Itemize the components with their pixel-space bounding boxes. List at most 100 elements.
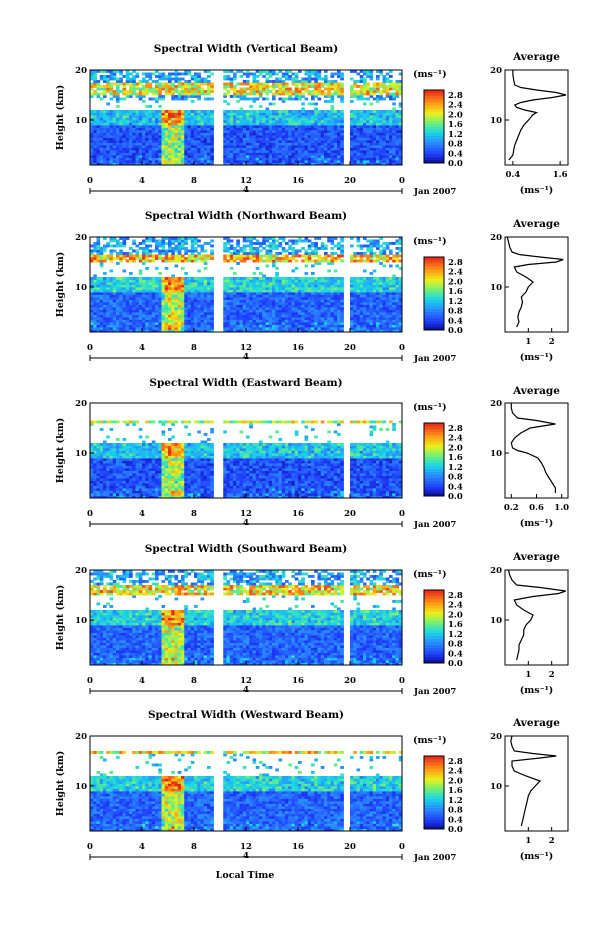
heatmap-cell (285, 289, 289, 293)
profile-y-tick-label: 10 (490, 116, 502, 126)
heatmap-cell (379, 145, 383, 148)
heatmap-cell (155, 87, 159, 91)
heatmap-cell (142, 277, 146, 280)
heatmap-cell (249, 110, 253, 113)
heatmap-cell (259, 284, 263, 288)
heatmap-cell (382, 122, 387, 126)
heatmap-cell (109, 70, 114, 73)
heatmap-cell (210, 97, 214, 101)
heatmap-cell (171, 97, 175, 101)
heatmap-cell (116, 147, 120, 151)
heatmap-cell (398, 145, 403, 148)
heatmap-cell (262, 70, 266, 73)
heatmap-cell (382, 135, 387, 138)
heatmap-cell (291, 294, 296, 298)
heatmap-cell (184, 160, 188, 163)
heatmap-cell (109, 77, 114, 81)
heatmap-cell (233, 77, 237, 81)
heatmap-cell (311, 309, 315, 313)
heatmap-cell (249, 312, 253, 315)
heatmap-cell (145, 257, 149, 260)
heatmap-cell (174, 72, 179, 76)
heatmap-cell (255, 80, 260, 83)
heatmap-cell (395, 117, 400, 121)
heatmap-cell (148, 112, 153, 116)
heatmap-cell (233, 120, 237, 123)
heatmap-cell (151, 312, 156, 315)
heatmap-cell (109, 322, 114, 325)
heatmap-cell (252, 324, 257, 328)
heatmap-cell (125, 292, 130, 295)
heatmap-cell (268, 135, 273, 138)
heatmap-cell (304, 329, 309, 333)
heatmap-cell (181, 127, 185, 131)
heatmap-cell (99, 122, 104, 126)
heatmap-cell (333, 317, 338, 320)
heatmap-cell (265, 132, 270, 136)
heatmap-cell (389, 75, 393, 78)
heatmap-cell (112, 95, 117, 98)
heatmap-cell (301, 132, 305, 136)
heatmap-cell (298, 309, 302, 313)
heatmap-cell (122, 319, 127, 323)
heatmap-cell (398, 112, 403, 116)
heatmap-cell (255, 252, 260, 255)
heatmap-cell (327, 324, 331, 328)
heatmap-cell (242, 247, 247, 250)
heatmap-cell (181, 72, 185, 76)
heatmap-cell (246, 157, 250, 161)
heatmap-cell (249, 289, 253, 293)
heatmap-cell (395, 147, 400, 151)
heatmap-cell (268, 70, 273, 73)
heatmap-cell (210, 312, 214, 315)
heatmap-cell (190, 157, 195, 161)
heatmap-cell (151, 120, 156, 123)
heatmap-cell (320, 302, 325, 305)
heatmap-cell (350, 142, 354, 146)
heatmap-cell (327, 279, 331, 283)
heatmap-cell (158, 314, 162, 318)
heatmap-cell (135, 304, 140, 308)
heatmap-cell (249, 254, 253, 258)
heatmap-cell (132, 302, 136, 305)
heatmap-cell (122, 142, 127, 146)
heatmap-cell (242, 125, 247, 128)
heatmap-cell (324, 312, 328, 315)
heatmap-cell (151, 282, 156, 285)
heatmap-cell (392, 145, 396, 148)
heatmap-cell (210, 72, 214, 76)
heatmap-cell (142, 100, 146, 103)
colorbar-segment (424, 141, 444, 146)
heatmap-cell (132, 130, 136, 133)
heatmap-cell (233, 294, 237, 298)
heatmap-cell (155, 307, 159, 310)
heatmap-cell (314, 277, 318, 280)
heatmap-cell (142, 252, 146, 255)
heatmap-cell (203, 112, 208, 116)
heatmap-cell (187, 302, 192, 305)
heatmap-cell (129, 279, 133, 283)
heatmap-cell (320, 314, 325, 318)
heatmap-cell (96, 324, 101, 328)
heatmap-cell (122, 277, 127, 280)
heatmap-cell (158, 135, 162, 138)
heatmap-cell (265, 127, 270, 131)
colorbar-tick-label: 0.0 (448, 159, 463, 169)
heatmap-cell (197, 140, 201, 143)
heatmap-cell (304, 317, 309, 320)
heatmap-cell (298, 117, 302, 121)
heatmap-cell (187, 304, 192, 308)
heatmap-cell (145, 135, 149, 138)
heatmap-cell (116, 289, 120, 293)
heatmap-cell (138, 110, 143, 113)
heatmap-cell (112, 282, 117, 285)
heatmap-cell (158, 327, 162, 330)
heatmap-cell (275, 302, 279, 305)
heatmap-cell (249, 145, 253, 148)
heatmap-cell (109, 75, 114, 78)
heatmap-cell (392, 120, 396, 123)
heatmap-cell (366, 97, 370, 101)
colorbar-segment (424, 120, 444, 124)
heatmap-cell (223, 309, 227, 313)
heatmap-cell (181, 150, 185, 153)
